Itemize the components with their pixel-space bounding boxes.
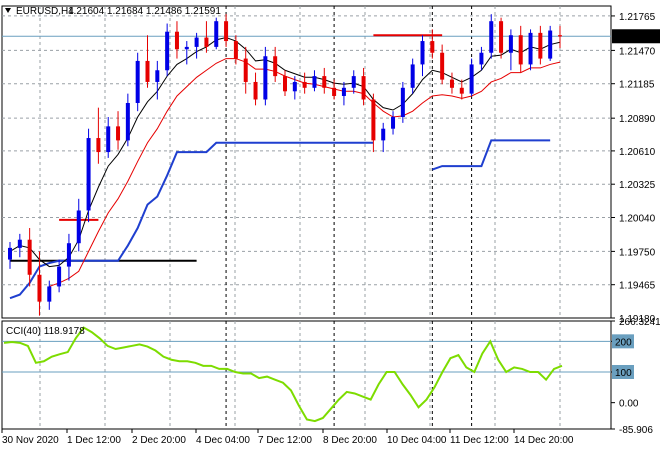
candle-body: [528, 32, 533, 65]
cci-level-label: 100: [615, 368, 632, 379]
candle-body: [214, 21, 219, 47]
cci-level-label: 200: [615, 337, 632, 348]
candle-body: [489, 21, 494, 53]
cci-plot-frame: [1, 320, 612, 430]
candle-body: [548, 30, 553, 59]
y-tick-label: 1.19750: [619, 247, 656, 258]
y-tick-label: 1.20325: [619, 180, 656, 191]
candle-body: [322, 76, 327, 88]
candle-body: [273, 56, 278, 77]
x-tick-label: 14 Dec 20:00: [514, 435, 574, 446]
candle-body: [391, 117, 396, 129]
candle-body: [76, 210, 81, 244]
symbol-label: EURUSD,H4: [16, 6, 74, 17]
x-tick-label: 2 Dec 20:00: [132, 435, 186, 446]
candle-body: [204, 37, 209, 47]
candle-body: [449, 79, 454, 88]
candle-body: [332, 87, 337, 96]
candle-body: [194, 37, 199, 47]
cci-title: CCI(40) 118.9178: [6, 326, 85, 337]
candle-body: [558, 35, 562, 37]
candle-body: [8, 247, 12, 260]
candle-body: [37, 274, 42, 302]
cci-level-badge: [612, 334, 634, 349]
main-plot-frame: [1, 5, 612, 319]
candle-body: [312, 76, 317, 88]
x-tick-label: 1 Dec 12:00: [67, 435, 121, 446]
cci-y-tick-label: 266.3241: [619, 317, 660, 328]
candle-body: [135, 60, 140, 103]
trailing-stop-line: [431, 139, 551, 171]
candle-body: [155, 70, 160, 82]
candle-body: [420, 41, 425, 65]
dropdown-arrow-icon: [5, 8, 11, 13]
x-tick-label: 8 Dec 20:00: [323, 435, 377, 446]
candle-body: [538, 32, 543, 59]
cci-level-badge: [612, 364, 634, 379]
y-tick-label: 1.20610: [619, 147, 656, 158]
candle-body: [430, 41, 435, 53]
candle-body: [440, 52, 445, 80]
candle-body: [125, 102, 130, 141]
candle-body: [106, 126, 111, 153]
last-price-label: 1.21591: [617, 32, 654, 43]
candle-body: [224, 21, 229, 42]
y-tick-label: 1.20890: [619, 114, 656, 125]
candle-body: [400, 87, 405, 118]
y-tick-label: 1.19465: [619, 281, 656, 292]
candle-body: [341, 87, 346, 96]
y-tick-label: 1.19180: [619, 314, 656, 325]
candle-body: [145, 60, 150, 82]
candle-body: [410, 64, 415, 88]
cci-line: [3, 326, 563, 423]
y-tick-label: 1.21765: [619, 12, 656, 23]
candle-body: [292, 81, 297, 92]
candle-body: [57, 266, 62, 287]
candle-body: [263, 56, 268, 100]
candle-body: [518, 35, 523, 65]
cci-y-tick-label: -85.906: [619, 425, 653, 436]
y-tick-label: 1.21470: [619, 46, 656, 57]
candle-body: [47, 286, 52, 302]
x-tick-label: 10 Dec 04:00: [387, 435, 447, 446]
candle-body: [469, 64, 474, 94]
candle-body: [508, 35, 513, 53]
candle-body: [499, 21, 504, 53]
y-tick-label: 1.21185: [619, 80, 655, 91]
candle-body: [381, 128, 386, 141]
x-tick-label: 7 Dec 12:00: [258, 435, 312, 446]
candle-body: [302, 81, 307, 88]
candle-body: [184, 46, 189, 50]
candle-body: [86, 138, 91, 211]
candle-body: [174, 31, 179, 50]
x-tick-label: 30 Nov 2020: [2, 435, 59, 446]
candle-body: [27, 239, 32, 275]
candle-body: [459, 87, 464, 94]
candle-body: [371, 99, 376, 141]
candle-body: [165, 31, 170, 71]
candle-body: [233, 41, 238, 59]
x-tick-label: 4 Dec 04:00: [196, 435, 250, 446]
candle-body: [243, 58, 248, 82]
candle-body: [479, 52, 484, 65]
y-tick-label: 1.20040: [619, 214, 656, 225]
cci-y-tick-label: 0.00: [619, 399, 639, 410]
candle-body: [66, 243, 71, 267]
candle-body: [253, 81, 258, 100]
last-price-badge: [612, 29, 660, 44]
x-tick-label: 11 Dec 12:00: [450, 435, 509, 446]
candle-body: [116, 126, 121, 141]
candle-body: [283, 76, 287, 92]
ohlc-label: 1.21604 1.21684 1.21486 1.21591: [68, 6, 221, 17]
candle-body: [351, 76, 356, 88]
candle-body: [96, 138, 101, 153]
candle-body: [361, 76, 366, 100]
candle-body: [17, 239, 22, 248]
